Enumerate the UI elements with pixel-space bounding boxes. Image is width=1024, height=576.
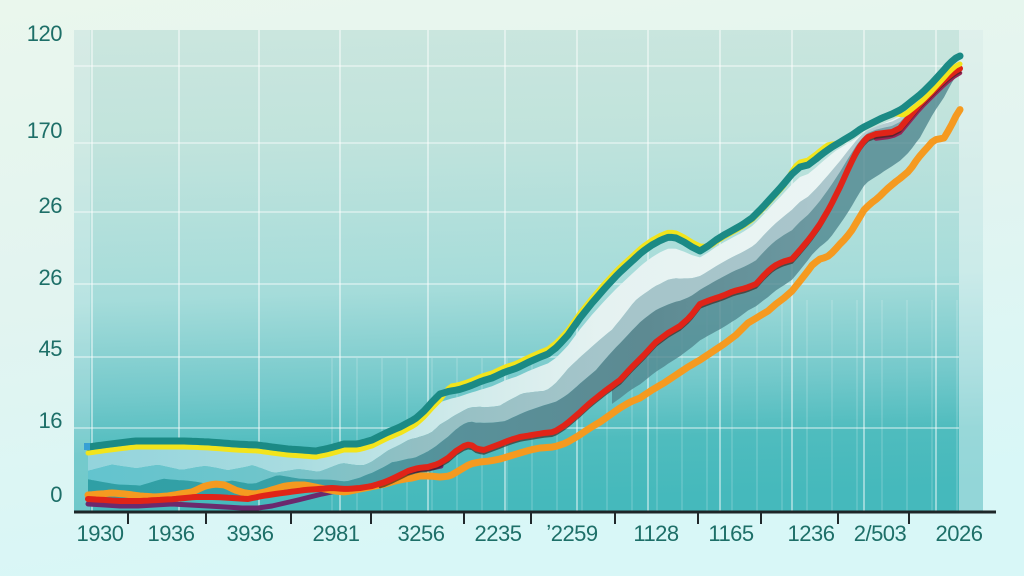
svg-text:1236: 1236 [788,521,835,546]
svg-text:1930: 1930 [77,521,124,546]
svg-text:2/503: 2/503 [854,521,907,546]
svg-text:1936: 1936 [148,521,195,546]
svg-text:1128: 1128 [633,521,679,546]
svg-text:3936: 3936 [227,521,274,546]
svg-text:26: 26 [39,193,63,218]
svg-text:26: 26 [39,265,63,290]
svg-text:0: 0 [50,482,62,507]
svg-text:2026: 2026 [936,521,983,546]
svg-text:16: 16 [39,408,63,433]
svg-text:3256: 3256 [398,521,445,546]
svg-text:ʼ2259: ʼ2259 [546,521,598,546]
svg-text:2981: 2981 [313,521,360,546]
svg-text:120: 120 [27,21,62,46]
svg-text:1165: 1165 [708,521,754,546]
svg-text:170: 170 [27,118,62,143]
svg-text:2235: 2235 [475,521,522,546]
svg-text:45: 45 [39,336,63,361]
